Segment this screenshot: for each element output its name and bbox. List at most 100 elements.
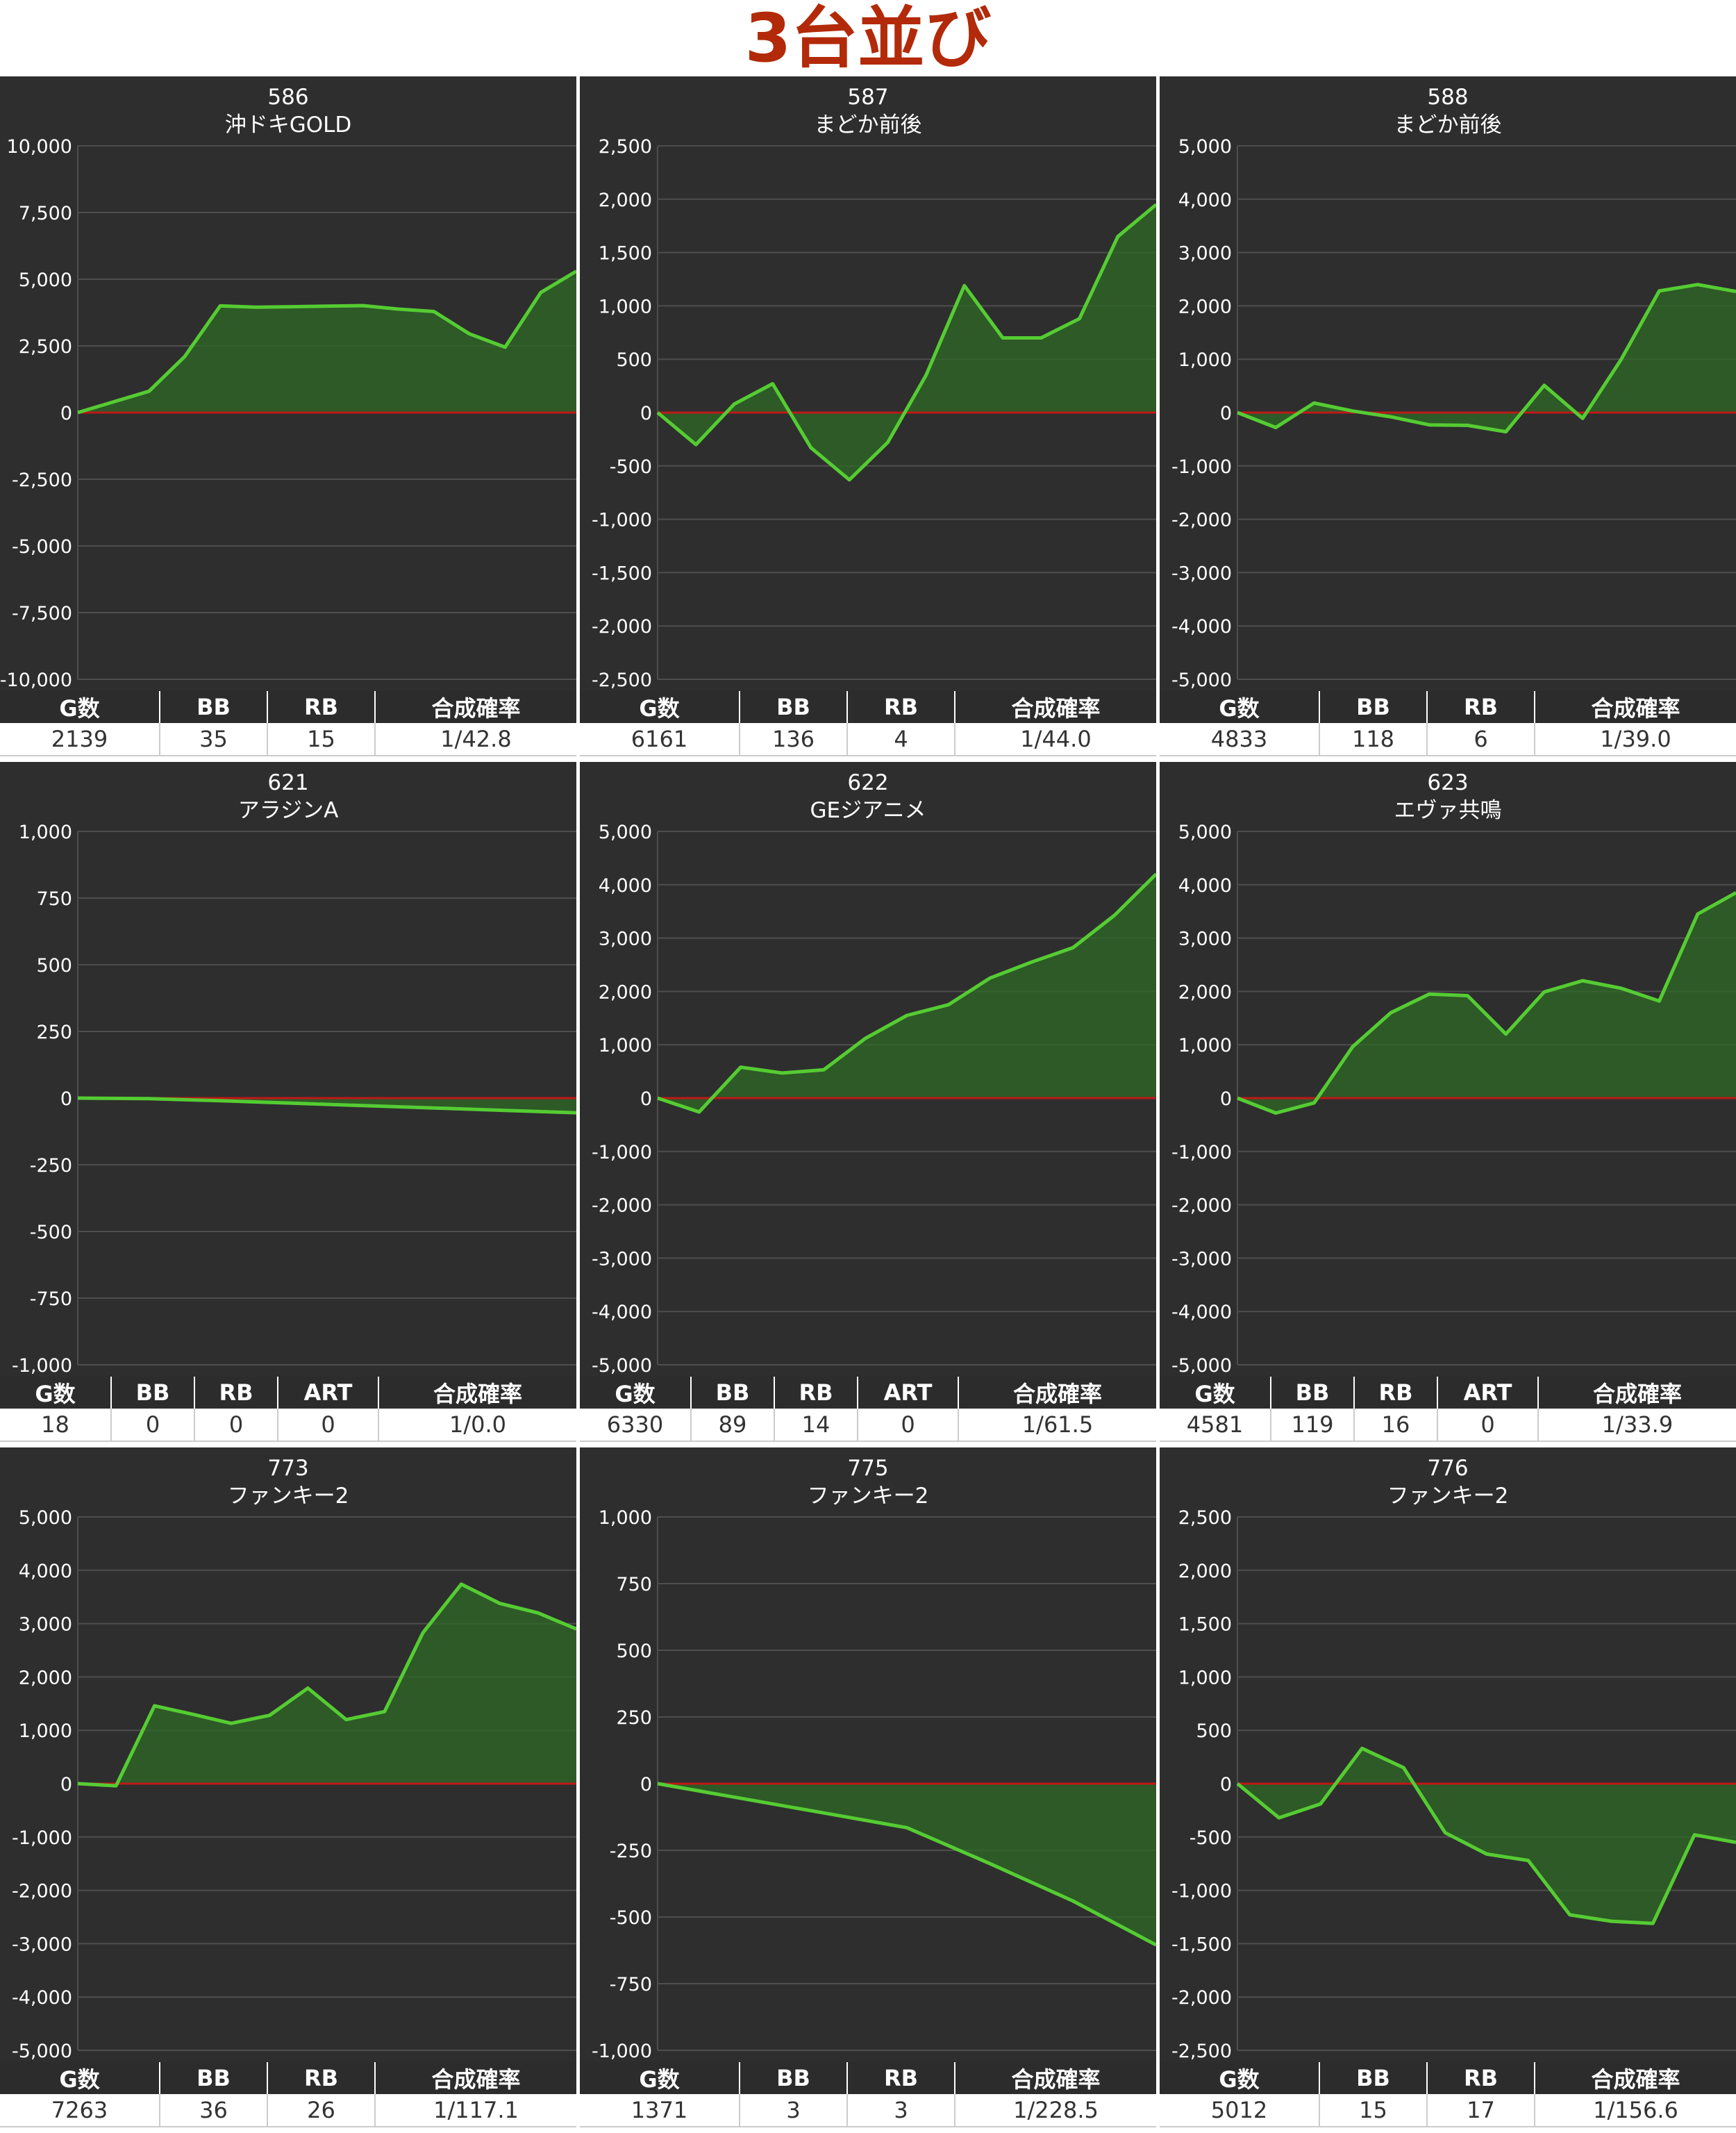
- y-tick-label: -5,000: [592, 1355, 652, 1377]
- y-tick-label: 1,000: [599, 1035, 652, 1056]
- stats-value: 1/61.5: [958, 1409, 1156, 1442]
- y-tick-label: 10,000: [7, 136, 72, 158]
- stats-value: 14: [774, 1409, 858, 1442]
- chart-subtitle: 沖ドキGOLD: [225, 113, 352, 138]
- stats-value: 1/228.5: [955, 2094, 1156, 2127]
- stats-table: G数 BB RB ART 合成確率 6330 89 14 0 1/61.5: [580, 1377, 1156, 1442]
- stats-header: 合成確率: [1535, 691, 1736, 723]
- y-tick-label: 0: [640, 1088, 652, 1110]
- y-tick-label: -1,000: [12, 1355, 72, 1377]
- stats-header: RB: [267, 691, 376, 723]
- series-area: [1237, 893, 1736, 1113]
- y-tick-label: 250: [36, 1022, 72, 1043]
- stats-value: 6330: [580, 1409, 692, 1442]
- stats-header: RB: [847, 691, 955, 723]
- y-tick-label: 4,000: [1178, 875, 1232, 897]
- stats-header: 合成確率: [378, 1377, 576, 1409]
- chart-title: 775: [847, 1456, 888, 1481]
- stats-value: 0: [111, 1409, 195, 1442]
- chart-title: 622: [847, 770, 888, 795]
- stats-header: 合成確率: [1538, 1377, 1736, 1409]
- chart-panel-621: 621 アラジンA 1,000 750 500 250 0 -250 -500 -750 -1,00…: [0, 762, 576, 1446]
- stats-value: 6: [1427, 723, 1535, 756]
- plot-background: [0, 762, 576, 1377]
- y-tick-label: 2,000: [1178, 296, 1232, 317]
- y-tick-label: -2,500: [1171, 2041, 1232, 2062]
- stats-value: 1/39.0: [1535, 723, 1736, 756]
- stats-value: 1371: [580, 2094, 740, 2127]
- stats-header: BB: [1319, 2062, 1428, 2094]
- stats-header: G数: [0, 691, 160, 723]
- chart-svg: 776 ファンキー2 2,500 2,000 1,500 1,000 500 0 -500 -1,…: [1160, 1447, 1736, 2062]
- stats-header: ART: [1437, 1377, 1539, 1409]
- y-tick-label: 1,500: [599, 243, 652, 265]
- y-tick-label: -5,000: [12, 2041, 72, 2062]
- y-tick-label: -4,000: [1171, 616, 1232, 638]
- y-tick-label: 500: [616, 349, 652, 371]
- chart-svg: 588 まどか前後 5,000 4,000 3,000 2,000 1,000 0 -1,000…: [1160, 76, 1736, 691]
- series-area: [78, 271, 576, 413]
- stats-value: 4: [847, 723, 955, 756]
- chart-title: 623: [1427, 770, 1468, 795]
- stats-value: 7263: [0, 2094, 160, 2127]
- stats-value: 1/42.8: [375, 723, 576, 756]
- y-tick-label: 0: [60, 403, 72, 424]
- stats-header: G数: [1160, 1377, 1271, 1409]
- y-tick-label: 4,000: [599, 875, 652, 897]
- stats-header: RB: [194, 1377, 278, 1409]
- stats-header: 合成確率: [958, 1377, 1156, 1409]
- chart-panel-588: 588 まどか前後 5,000 4,000 3,000 2,000 1,000 0 -1,000…: [1160, 76, 1736, 761]
- y-tick-label: 1,000: [599, 296, 652, 317]
- stats-value: 89: [691, 1409, 775, 1442]
- y-tick-label: 5,000: [599, 822, 652, 843]
- y-tick-label: 250: [616, 1707, 652, 1729]
- stats-value: 36: [160, 2094, 268, 2127]
- y-tick-label: 5,000: [1178, 822, 1232, 843]
- y-tick-label: 3,000: [19, 1614, 72, 1636]
- stats-header: G数: [1160, 691, 1320, 723]
- series-area: [658, 204, 1156, 480]
- y-tick-label: -4,000: [1171, 1302, 1232, 1323]
- stats-value: 15: [267, 723, 376, 756]
- stats-header: BB: [740, 691, 848, 723]
- stats-header: 合成確率: [1535, 2062, 1736, 2094]
- stats-table: G数 BB RB 合成確率 2139 35 15 1/42.8: [0, 691, 576, 756]
- y-tick-label: -5,000: [12, 536, 72, 558]
- chart-subtitle: まどか前後: [815, 113, 922, 138]
- y-tick-label: -1,000: [1171, 1881, 1232, 1902]
- series-area: [78, 1098, 576, 1113]
- chart-title: 621: [267, 770, 308, 795]
- chart-svg: 587 まどか前後 2,500 2,000 1,500 1,000 500 0 -500 -1,0…: [580, 76, 1156, 691]
- stats-table: G数 BB RB ART 合成確率 4581 119 16 0 1/33.9: [1160, 1377, 1736, 1442]
- y-tick-label: -1,500: [1171, 1934, 1232, 1955]
- stats-value: 4581: [1160, 1409, 1271, 1442]
- y-tick-label: -750: [30, 1288, 72, 1310]
- y-tick-label: -500: [30, 1222, 72, 1243]
- stats-header: 合成確率: [375, 2062, 576, 2094]
- stats-table: G数 BB RB 合成確率 6161 136 4 1/44.0: [580, 691, 1156, 756]
- chart-title: 776: [1427, 1456, 1468, 1481]
- chart-panel-622: 622 GEジアニメ 5,000 4,000 3,000 2,000 1,000 0 -1,00…: [580, 762, 1156, 1446]
- y-tick-label: 1,000: [1178, 1035, 1232, 1056]
- y-tick-label: -2,500: [12, 470, 72, 491]
- y-tick-label: -1,000: [592, 510, 652, 531]
- stats-value: 18: [0, 1409, 112, 1442]
- y-tick-label: 4,000: [19, 1561, 72, 1582]
- chart-subtitle: ファンキー2: [228, 1484, 349, 1509]
- y-tick-label: 750: [36, 888, 72, 910]
- y-tick-label: 5,000: [1178, 136, 1232, 158]
- stats-header: BB: [160, 2062, 268, 2094]
- y-tick-label: 7,500: [19, 203, 72, 224]
- chart-title: 586: [267, 85, 308, 110]
- chart-svg: 586 沖ドキGOLD 10,000 7,500 5,000 2,500 0 -2,500 -5…: [0, 76, 576, 691]
- stats-table: G数 BB RB 合成確率 1371 3 3 1/228.5: [580, 2062, 1156, 2127]
- chart-subtitle: アラジンA: [238, 798, 339, 823]
- chart-panel-775: 775 ファンキー2 1,000 750 500 250 0 -250 -500 -750 -1,0…: [580, 1447, 1156, 2132]
- stats-header: G数: [580, 1377, 692, 1409]
- stats-value: 5012: [1160, 2094, 1320, 2127]
- y-tick-label: 750: [616, 1574, 652, 1595]
- stats-header: BB: [1319, 691, 1428, 723]
- stats-table: G数 BB RB 合成確率 7263 36 26 1/117.1: [0, 2062, 576, 2127]
- y-tick-label: 5,000: [19, 269, 72, 291]
- y-tick-label: -7,500: [12, 603, 72, 624]
